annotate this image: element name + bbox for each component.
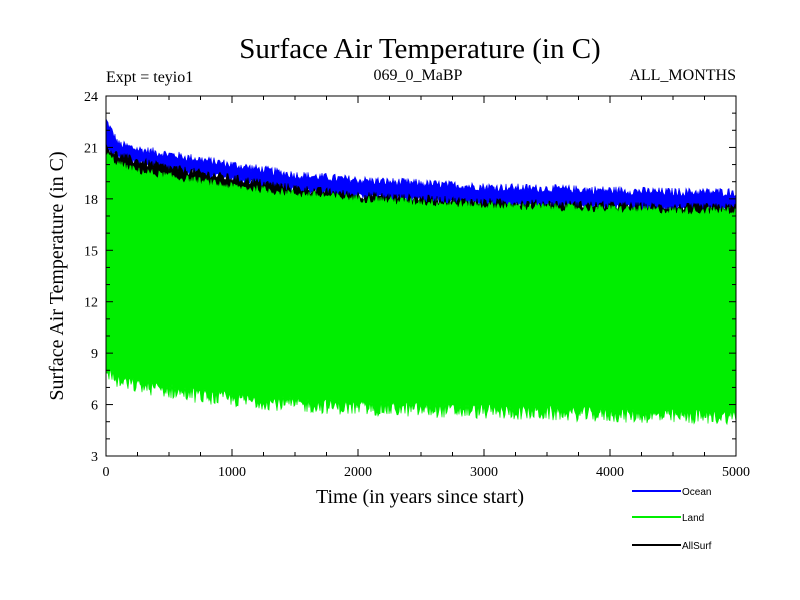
experiment-label: Expt = teyio1	[106, 69, 193, 86]
y-tick-label: 6	[91, 399, 98, 414]
y-tick-label: 15	[84, 244, 98, 259]
x-axis-label: Time (in years since start)	[316, 486, 524, 508]
x-tick-label: 1000	[218, 465, 246, 480]
x-tick-label: 3000	[470, 465, 498, 480]
tick-layer: 0 1000 2000 3000 4000 5000 3 6 9 12 15 18 21 24	[84, 90, 750, 480]
legend-label-allsurf: AllSurf	[682, 541, 712, 552]
y-tick-label: 21	[84, 141, 98, 156]
y-tick-label: 24	[84, 90, 98, 105]
legend: Ocean Land AllSurf	[632, 487, 712, 552]
x-tick-label: 0	[103, 465, 110, 480]
y-tick-label: 9	[91, 347, 98, 362]
x-tick-label: 5000	[722, 465, 750, 480]
period-label: 069_0_MaBP	[374, 67, 463, 84]
chart-title: Surface Air Temperature (in C)	[239, 33, 600, 65]
x-tick-label: 2000	[344, 465, 372, 480]
series-ocean-band	[106, 118, 736, 215]
legend-label-land: Land	[682, 513, 704, 524]
y-axis-label: Surface Air Temperature (in C)	[46, 151, 68, 400]
series-land-band	[106, 152, 736, 426]
y-tick-label: 3	[91, 450, 98, 465]
legend-label-ocean: Ocean	[682, 487, 711, 498]
y-tick-label: 18	[84, 193, 98, 208]
x-tick-label: 4000	[596, 465, 624, 480]
y-tick-label: 12	[84, 296, 98, 311]
series-layer	[106, 118, 736, 426]
months-label: ALL_MONTHS	[629, 67, 736, 84]
